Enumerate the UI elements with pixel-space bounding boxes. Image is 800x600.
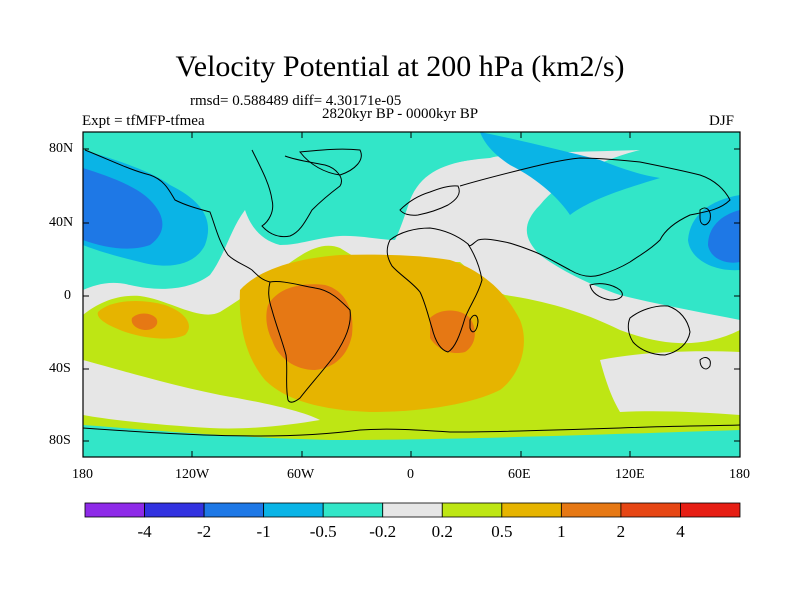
colorbar-box-0 bbox=[84, 502, 145, 518]
lon-label-180w: 180 bbox=[72, 467, 93, 482]
lon-label-0: 0 bbox=[407, 467, 414, 482]
colorbar-box-8 bbox=[560, 502, 622, 518]
field-neutral-south-indian bbox=[600, 351, 740, 415]
lon-label-180e: 180 bbox=[729, 467, 750, 482]
coast-north-america-east bbox=[251, 149, 342, 238]
period-line: 2820kyr BP - 0000kyr BP bbox=[322, 106, 479, 122]
colorbar-box-7 bbox=[501, 502, 562, 518]
colorbar-label-3: -0.5 bbox=[309, 522, 337, 541]
colorbar-box-6 bbox=[441, 502, 503, 518]
coast-madagascar bbox=[469, 314, 479, 333]
colorbar-box-4 bbox=[322, 502, 384, 518]
colorbar-box-3 bbox=[263, 502, 324, 518]
field-negative-strong-pacific bbox=[83, 168, 163, 249]
lon-label-60w: 60W bbox=[287, 467, 315, 482]
colorbar-label-8: 2 bbox=[616, 522, 626, 541]
field-negative-strong-dateline bbox=[708, 210, 740, 263]
field-positive-strong-southamerica bbox=[266, 284, 353, 370]
season-label: DJF bbox=[709, 113, 735, 129]
colorbar-label-5: 0.2 bbox=[431, 522, 453, 541]
colorbar-label-9: 4 bbox=[676, 522, 685, 541]
lat-label-0: 0 bbox=[64, 288, 71, 303]
coast-australia bbox=[627, 305, 691, 356]
stats-line: rmsd= 0.588489 diff= 4.30171e-05 bbox=[190, 93, 402, 109]
lon-label-120w: 120W bbox=[175, 467, 210, 482]
coast-europe bbox=[399, 185, 460, 216]
coast-antarctica bbox=[83, 424, 740, 437]
lat-label-40s: 40S bbox=[49, 361, 71, 376]
coast-asia bbox=[459, 157, 731, 277]
coast-new-zealand bbox=[699, 357, 711, 370]
coast-africa bbox=[386, 227, 483, 353]
field-neutral-south-pacific bbox=[83, 360, 320, 429]
field-negative-antarctic bbox=[83, 425, 740, 457]
colorbar-label-4: -0.2 bbox=[369, 522, 397, 541]
experiment-line: Expt = tfMFP-tfmea bbox=[82, 113, 205, 129]
coast-south-america bbox=[268, 281, 351, 403]
colorbar-box-5 bbox=[382, 502, 443, 518]
lat-label-40n: 40N bbox=[49, 215, 74, 230]
colorbar-box-10 bbox=[680, 502, 741, 518]
colorbar-box-9 bbox=[620, 502, 681, 518]
coast-japan bbox=[699, 207, 711, 226]
lat-tick-marks bbox=[83, 148, 740, 442]
coast-north-america-west bbox=[84, 149, 271, 283]
colorbar-label-0: -4 bbox=[137, 522, 152, 541]
field-positive-strong-pacific bbox=[131, 313, 158, 330]
coast-greenland bbox=[299, 148, 362, 176]
field-negative-moderate-asia bbox=[480, 132, 660, 215]
colorbar-label-2: -1 bbox=[256, 522, 271, 541]
lat-label-80n: 80N bbox=[49, 141, 74, 156]
colorbar-label-7: 1 bbox=[557, 522, 566, 541]
plot-title: Velocity Potential at 200 hPa (km2/s) bbox=[175, 50, 625, 83]
colorbar-label-6: 0.5 bbox=[491, 522, 513, 541]
colorbar-label-1: -2 bbox=[196, 522, 212, 541]
colorbar-box-2 bbox=[203, 502, 265, 518]
colorbar-box-1 bbox=[144, 502, 205, 518]
lon-label-60e: 60E bbox=[508, 467, 531, 482]
coastlines bbox=[83, 148, 740, 437]
lon-label-120e: 120E bbox=[615, 467, 645, 482]
lat-label-80s: 80S bbox=[49, 433, 71, 448]
lon-tick-marks bbox=[82, 132, 741, 457]
coast-indonesia bbox=[589, 283, 623, 301]
colorbar bbox=[84, 502, 741, 518]
